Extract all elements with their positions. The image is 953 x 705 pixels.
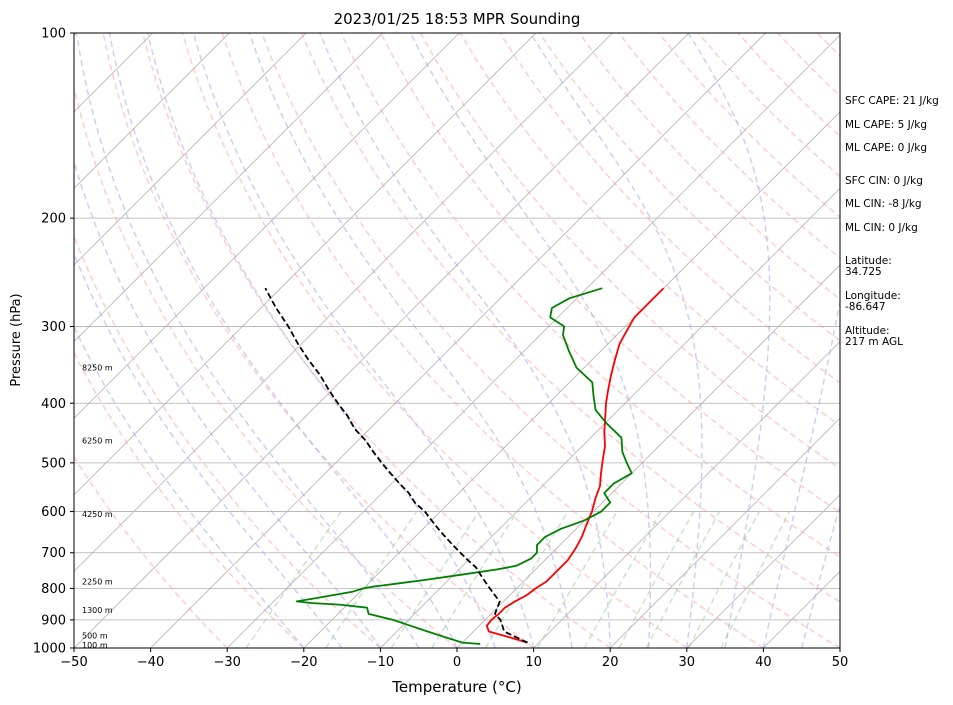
- plot-frame: [73, 32, 841, 649]
- y-tick-label: 700: [41, 546, 66, 561]
- y-tick-label: 600: [41, 505, 66, 520]
- mixing-ratio-line: [583, 511, 662, 648]
- moist-adiabat: [192, 33, 535, 648]
- height-label: 8250 m: [82, 364, 113, 373]
- latitude-label: Latitude:: [845, 255, 892, 267]
- altitude-label: Altitude:: [845, 325, 890, 337]
- moist-adiabat: [108, 33, 458, 648]
- moist-adiabat: [319, 33, 611, 648]
- chart-title: 2023/01/25 18:53 MPR Sounding: [334, 10, 581, 28]
- height-label: 6250 m: [82, 437, 113, 446]
- mixing-ratio-line: [484, 511, 569, 648]
- latitude-value: 34.725: [845, 266, 882, 278]
- isotherm-gridline: [686, 494, 840, 648]
- moist-adiabat: [75, 33, 420, 648]
- dry-adiabat: [74, 84, 458, 648]
- height-label: 2250 m: [82, 578, 113, 587]
- series-line-0: [485, 287, 665, 644]
- dry-adiabat: [221, 33, 764, 648]
- mixing-ratio-line: [390, 511, 480, 648]
- y-tick-label: 500: [41, 456, 66, 471]
- x-tick-label: 40: [755, 655, 772, 670]
- moist-adiabat: [801, 503, 840, 648]
- isotherm-gridline: [74, 33, 460, 419]
- dry-adiabat: [74, 234, 381, 648]
- mixing-ratio-line: [720, 511, 791, 648]
- x-tick-label: −50: [60, 655, 87, 670]
- height-label: 500 m: [82, 632, 108, 641]
- x-tick-label: 20: [602, 655, 619, 670]
- series-line-2: [264, 287, 528, 644]
- index-sfc-cape: SFC CAPE: 21 J/kg: [845, 95, 939, 107]
- isotherm-gridline: [74, 33, 613, 572]
- background-grid: [74, 33, 953, 648]
- index-ml-cape-2: ML CAPE: 0 J/kg: [845, 142, 928, 154]
- moist-adiabat: [74, 251, 343, 648]
- isotherm-gridline: [380, 187, 840, 648]
- index-sfc-cin: SFC CIN: 0 J/kg: [845, 175, 923, 187]
- longitude-value: -86.647: [845, 301, 886, 313]
- moist-adiabat: [409, 33, 652, 648]
- mixing-ratio-line: [325, 511, 418, 648]
- y-tick-label: 200: [41, 212, 66, 227]
- mixing-ratio-line: [431, 511, 518, 648]
- index-ml-cin-2: ML CIN: 0 J/kg: [845, 222, 918, 234]
- isotherm-gridline: [763, 570, 840, 648]
- moist-adiabat: [529, 33, 703, 648]
- mixing-ratio-line: [536, 511, 618, 648]
- isotherm-gridline: [74, 33, 690, 648]
- y-tick-label: 900: [41, 613, 66, 628]
- isotherm-gridline: [609, 417, 840, 648]
- isotherm-gridline: [456, 264, 840, 648]
- series-line-1: [295, 287, 633, 645]
- y-tick-label: 300: [41, 320, 66, 335]
- x-axis-label: Temperature (°C): [391, 678, 521, 696]
- dry-adiabat: [936, 33, 953, 648]
- dry-adiabat: [261, 33, 840, 648]
- longitude-label: Longitude:: [845, 290, 901, 302]
- mixing-ratio-line: [245, 511, 342, 648]
- height-label: 4250 m: [82, 510, 113, 519]
- isotherm-gridline: [226, 34, 840, 648]
- y-tick-label: 400: [41, 397, 66, 412]
- dry-adiabat: [142, 33, 611, 648]
- height-label: 1300 m: [82, 606, 113, 615]
- isotherm-gridline: [74, 33, 537, 496]
- x-tick-label: 10: [525, 655, 542, 670]
- index-ml-cape: ML CAPE: 5 J/kg: [845, 119, 928, 131]
- moist-adiabat: [762, 297, 840, 648]
- dry-adiabat: [74, 351, 305, 648]
- dry-adiabat: [181, 33, 688, 648]
- profile-layer: [264, 287, 665, 645]
- altitude-value: 217 m AGL: [845, 336, 903, 348]
- y-axis-label: Pressure (hPa): [9, 293, 24, 386]
- x-tick-label: −10: [367, 655, 394, 670]
- y-tick-label: 800: [41, 582, 66, 597]
- mixing-ratio-line: [645, 511, 721, 648]
- isotherm-gridline: [150, 33, 766, 648]
- y-axis: 100 200 300 400 500 600 700 800 900 1000: [33, 27, 74, 657]
- dry-adiabat: [578, 33, 840, 301]
- x-tick-label: 30: [679, 655, 696, 670]
- x-tick-label: 50: [832, 655, 849, 670]
- y-tick-label: 1000: [33, 642, 66, 657]
- x-axis: −50 −40 −30 −20 −10 0 10 20 30 40 50: [60, 648, 848, 670]
- isotherm-gridline: [533, 341, 840, 648]
- x-tick-label: −40: [137, 655, 164, 670]
- x-tick-label: −30: [213, 655, 240, 670]
- moist-adiabat: [687, 33, 771, 648]
- index-ml-cin: ML CIN: -8 J/kg: [845, 198, 922, 210]
- mixing-ratio-line: [618, 511, 695, 648]
- height-label: 100 m: [82, 641, 108, 650]
- y-tick-label: 100: [41, 27, 66, 42]
- moist-adiabat: [74, 159, 381, 648]
- x-tick-label: −20: [290, 655, 317, 670]
- isotherm-gridline: [74, 33, 383, 343]
- moist-adiabat: [248, 33, 573, 648]
- dry-adiabat: [102, 33, 535, 648]
- mixing-ratio-line: [688, 511, 760, 648]
- x-tick-label: 0: [453, 655, 461, 670]
